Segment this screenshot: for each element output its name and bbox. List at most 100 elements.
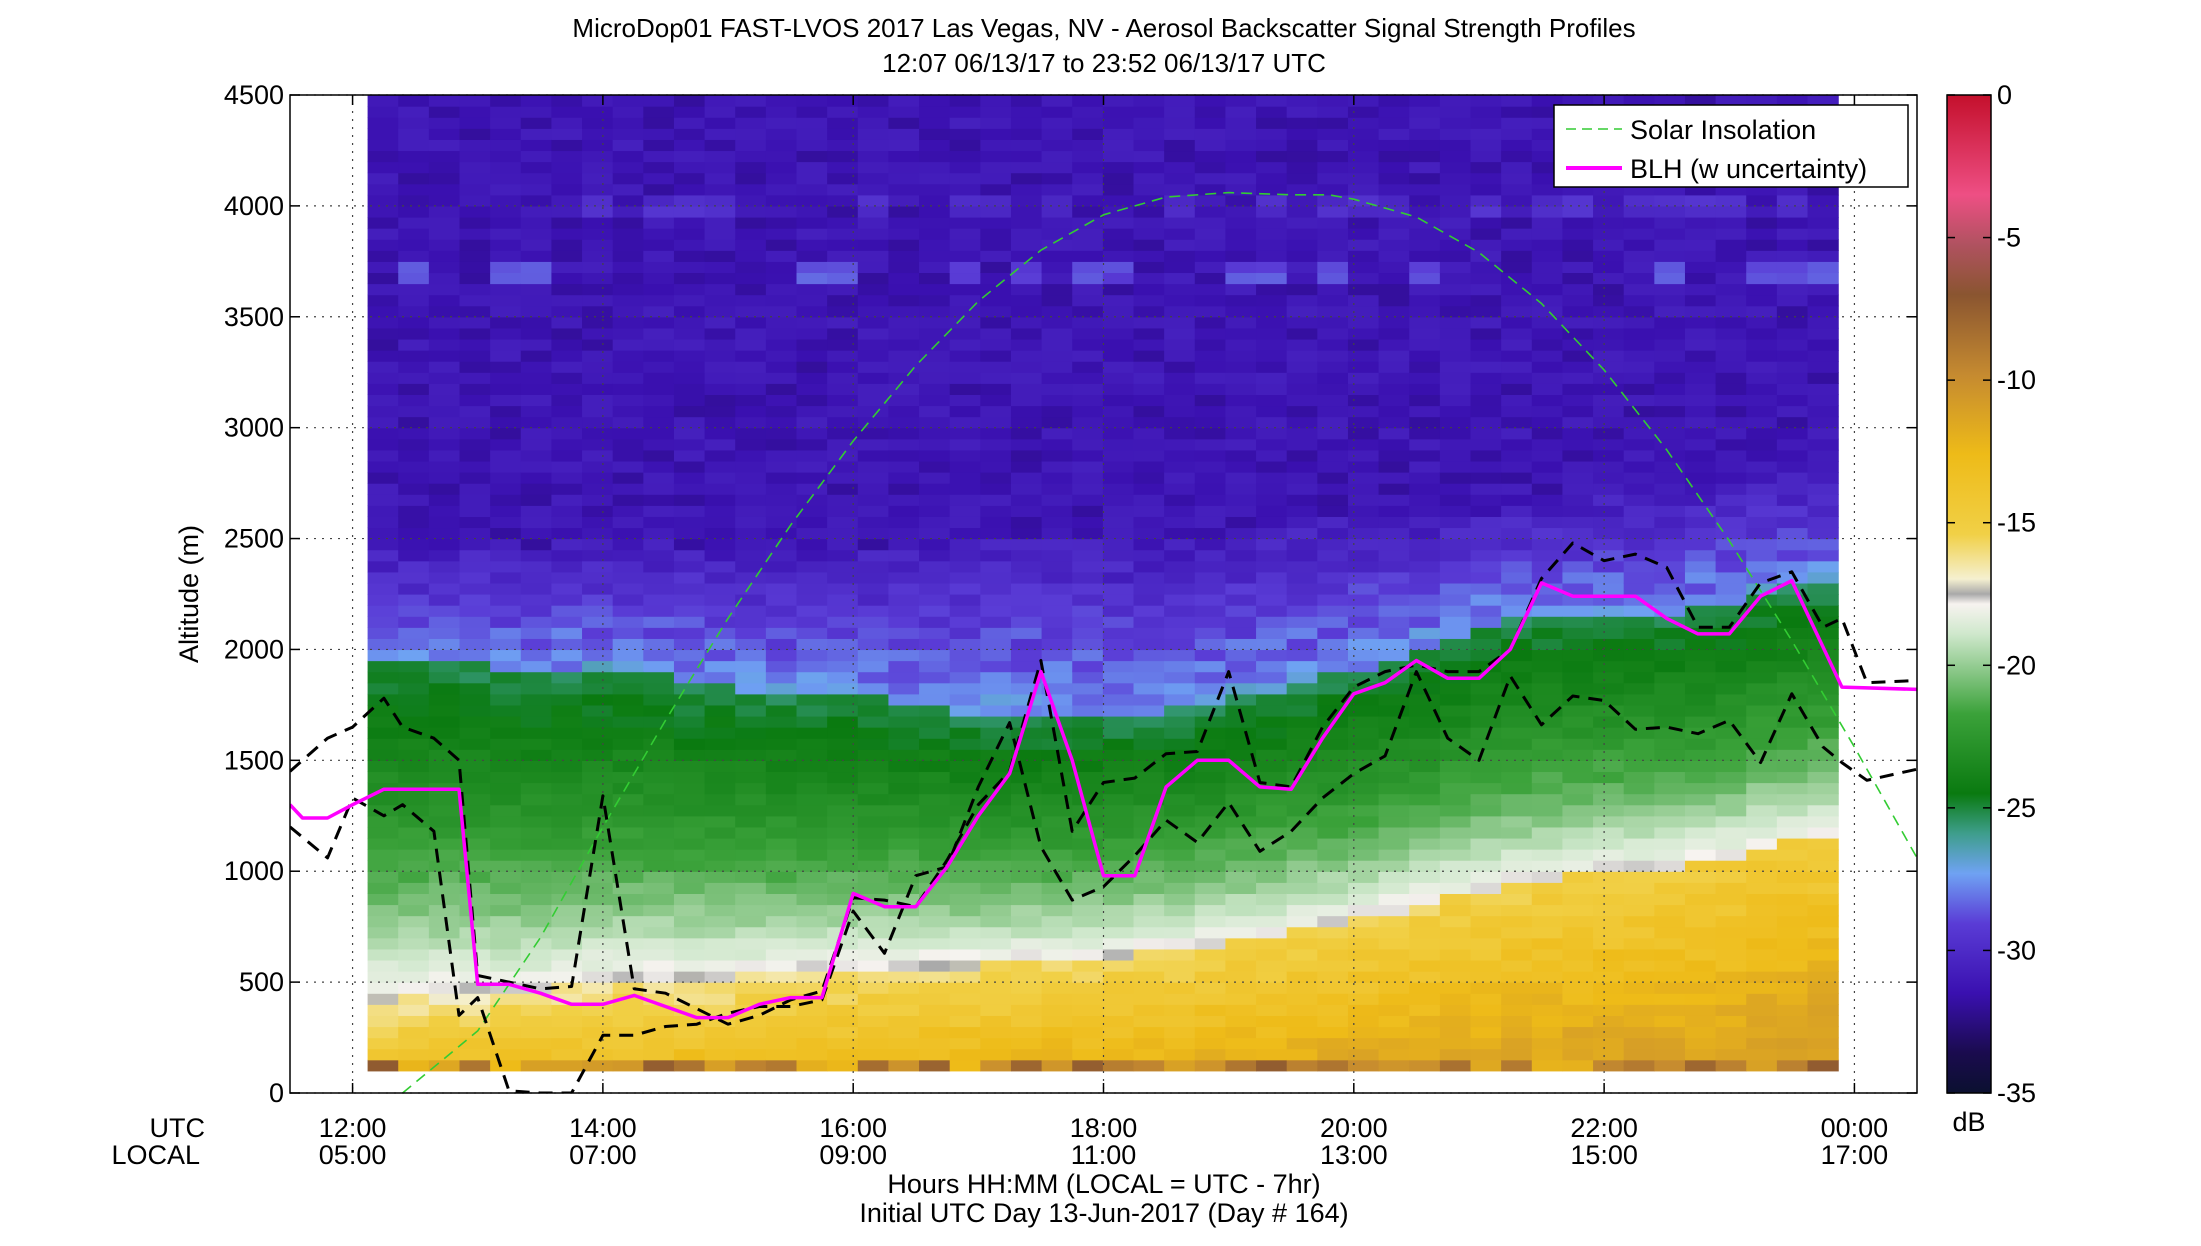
- heatmap-cell: [582, 971, 614, 983]
- heatmap-cell: [1593, 261, 1625, 274]
- heatmap-cell: [1256, 971, 1288, 983]
- heatmap-cell: [1623, 327, 1655, 340]
- heatmap-cell: [1378, 305, 1410, 318]
- heatmap-cell: [1286, 1026, 1318, 1039]
- heatmap-cell: [582, 804, 614, 817]
- heatmap-cell: [1654, 372, 1686, 384]
- heatmap-cell: [1164, 394, 1196, 407]
- heatmap-cell: [1072, 693, 1104, 706]
- heatmap-cell: [643, 449, 675, 462]
- heatmap-cell: [1562, 937, 1594, 950]
- heatmap-cell: [1684, 605, 1717, 617]
- heatmap-cell: [1286, 183, 1318, 196]
- heatmap-cell: [1256, 860, 1288, 872]
- heatmap-cell: [490, 804, 522, 817]
- heatmap-cell: [1807, 727, 1839, 739]
- heatmap-cell: [1684, 915, 1717, 928]
- heatmap-cell: [1225, 449, 1257, 462]
- heatmap-cell: [367, 405, 399, 418]
- heatmap-cell: [857, 327, 890, 340]
- heatmap-cell: [459, 860, 491, 872]
- heatmap-cell: [1041, 361, 1073, 373]
- heatmap-cell: [1347, 1059, 1380, 1072]
- heatmap-cell: [1470, 460, 1502, 473]
- heatmap-cell: [1562, 228, 1594, 240]
- heatmap-cell: [1010, 582, 1043, 595]
- heatmap-cell: [1562, 1048, 1594, 1061]
- heatmap-cell: [1378, 383, 1410, 395]
- heatmap-cell: [919, 427, 951, 440]
- heatmap-cell: [888, 937, 920, 950]
- heatmap-cell: [1164, 294, 1196, 307]
- heatmap-cell: [1378, 161, 1410, 174]
- heatmap-cell: [1072, 1037, 1104, 1050]
- heatmap-cell: [1439, 527, 1472, 540]
- heatmap-cell: [643, 616, 675, 628]
- heatmap-cell: [1347, 294, 1380, 307]
- heatmap-cell: [1684, 427, 1717, 440]
- heatmap-cell: [1317, 582, 1349, 595]
- heatmap-cell: [1010, 361, 1043, 373]
- heatmap-cell: [1225, 649, 1257, 662]
- heatmap-cell: [827, 959, 859, 972]
- heatmap-cell: [949, 782, 981, 795]
- heatmap-cell: [1041, 915, 1073, 928]
- heatmap-cell: [919, 638, 951, 651]
- heatmap-cell: [1102, 150, 1135, 163]
- heatmap-cell: [1501, 172, 1533, 185]
- heatmap-cell: [1347, 1004, 1380, 1016]
- heatmap-cell: [1194, 1059, 1227, 1072]
- heatmap-cell: [1378, 505, 1410, 517]
- heatmap-cell: [1715, 95, 1747, 107]
- heatmap-cell: [980, 760, 1012, 773]
- heatmap-cell: [1807, 361, 1839, 373]
- heatmap-cell: [1776, 294, 1809, 307]
- heatmap-cell: [827, 128, 859, 140]
- heatmap-cell: [1317, 704, 1349, 717]
- heatmap-cell: [888, 161, 920, 174]
- heatmap-cell: [673, 516, 706, 529]
- heatmap-cell: [1807, 771, 1839, 784]
- heatmap-cell: [1194, 228, 1227, 240]
- heatmap-cell: [1072, 605, 1104, 617]
- heatmap-cell: [367, 904, 399, 917]
- heatmap-cell: [980, 383, 1012, 395]
- heatmap-cell: [1684, 704, 1717, 717]
- heatmap-cell: [796, 194, 828, 207]
- heatmap-cell: [398, 849, 430, 861]
- heatmap-cell: [1562, 183, 1594, 196]
- heatmap-cell: [1225, 150, 1257, 163]
- heatmap-cell: [857, 638, 890, 651]
- heatmap-cell: [1041, 993, 1073, 1005]
- heatmap-cell: [1102, 660, 1135, 673]
- heatmap-cell: [1225, 272, 1257, 285]
- heatmap-cell: [1133, 372, 1165, 384]
- heatmap-cell: [857, 139, 890, 152]
- heatmap-cell: [490, 926, 522, 939]
- heatmap-cell: [1378, 1037, 1410, 1050]
- heatmap-cell: [1164, 327, 1196, 340]
- heatmap-cell: [1654, 826, 1686, 839]
- heatmap-cell: [704, 638, 736, 651]
- heatmap-cell: [1684, 1048, 1717, 1061]
- heatmap-cell: [612, 1026, 644, 1039]
- heatmap-cell: [980, 727, 1012, 739]
- heatmap-cell: [1010, 438, 1043, 451]
- heatmap-cell: [827, 749, 859, 761]
- heatmap-cell: [1194, 272, 1227, 285]
- heatmap-cell: [888, 638, 920, 651]
- heatmap-cell: [1347, 616, 1380, 628]
- heatmap-cell: [980, 982, 1012, 994]
- heatmap-cell: [1164, 205, 1196, 218]
- heatmap-cell: [1562, 993, 1594, 1005]
- heatmap-cell: [827, 594, 859, 606]
- heatmap-cell: [428, 483, 461, 495]
- heatmap-cell: [1378, 849, 1410, 861]
- heatmap-cell: [1378, 460, 1410, 473]
- heatmap-cell: [919, 538, 951, 551]
- heatmap-cell: [398, 405, 430, 418]
- heatmap-cell: [1225, 239, 1257, 251]
- heatmap-cell: [1623, 228, 1655, 240]
- heatmap-cell: [1684, 738, 1717, 750]
- heatmap-cell: [704, 849, 736, 861]
